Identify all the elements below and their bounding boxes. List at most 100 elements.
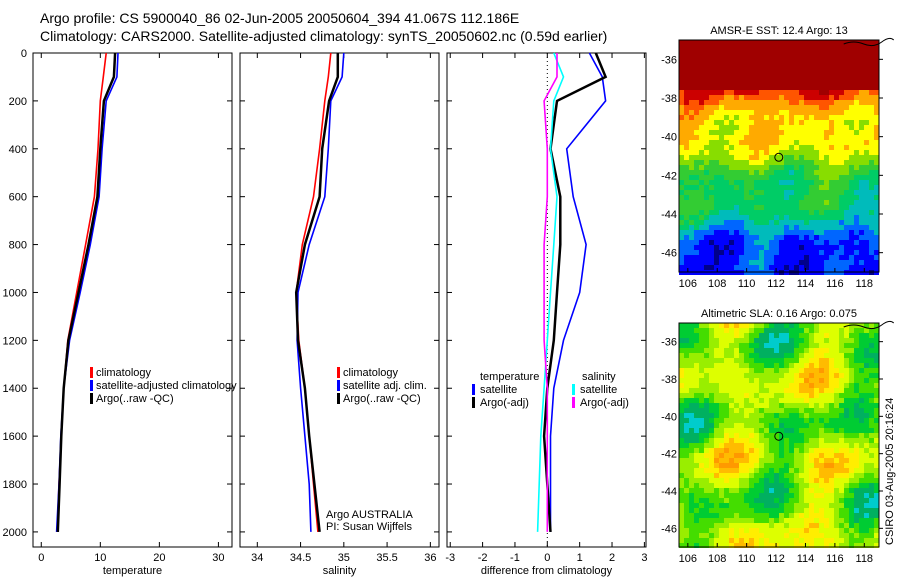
map-cell [779, 135, 784, 140]
map-cell [739, 473, 744, 478]
map-cell [839, 368, 844, 373]
map-cell [854, 70, 859, 75]
map-cell [684, 443, 689, 448]
map-cell [814, 518, 819, 523]
map-cell [854, 200, 859, 205]
map-cell [679, 150, 684, 155]
map-cell [824, 543, 829, 548]
map-cell [844, 185, 849, 190]
map-cell [844, 408, 849, 413]
map-cell [784, 135, 789, 140]
map-cell [709, 428, 714, 433]
map-cell [709, 180, 714, 185]
map-cell [779, 115, 784, 120]
map-cell [774, 358, 779, 363]
map-cell [789, 220, 794, 225]
map-cell [819, 260, 824, 265]
map-cell [804, 378, 809, 383]
map-cell [834, 478, 839, 483]
map-cell [809, 458, 814, 463]
map-cell [849, 140, 854, 145]
map-cell [859, 543, 864, 548]
map-cell [739, 190, 744, 195]
map-cell [874, 255, 879, 260]
map-cell [709, 323, 714, 328]
map-cell [854, 210, 859, 215]
map-cell [849, 125, 854, 130]
map-cell [814, 338, 819, 343]
map-lon-label: 112 [767, 553, 785, 565]
map-cell [759, 453, 764, 458]
map-cell [864, 393, 869, 398]
map-cell [684, 115, 689, 120]
map-cell [689, 488, 694, 493]
map-cell [789, 428, 794, 433]
map-cell [704, 40, 709, 45]
map-cell [749, 50, 754, 55]
map-cell [809, 95, 814, 100]
map-cell [689, 255, 694, 260]
map-cell [739, 358, 744, 363]
map-cell [824, 115, 829, 120]
map-cell [864, 190, 869, 195]
map-cell [849, 393, 854, 398]
map-cell [799, 513, 804, 518]
map-cell [839, 90, 844, 95]
map-cell [764, 85, 769, 90]
map-cell [764, 265, 769, 270]
map-cell [694, 458, 699, 463]
map-cell [729, 388, 734, 393]
map-cell [804, 448, 809, 453]
map-cell [724, 170, 729, 175]
map-cell [849, 145, 854, 150]
map-cell [774, 333, 779, 338]
map-cell [704, 90, 709, 95]
map-cell [744, 265, 749, 270]
map-cell [779, 453, 784, 458]
map-cell [769, 418, 774, 423]
map-cell [699, 75, 704, 80]
map-cell [849, 428, 854, 433]
map-cell [724, 423, 729, 428]
map-cell [789, 210, 794, 215]
map-cell [689, 105, 694, 110]
map-cell [704, 175, 709, 180]
map-cell [809, 478, 814, 483]
map-cell [714, 40, 719, 45]
map-cell [789, 75, 794, 80]
map-cell [874, 448, 879, 453]
map-cell [744, 105, 749, 110]
map-cell [729, 503, 734, 508]
map-cell [744, 333, 749, 338]
map-cell [739, 513, 744, 518]
map-cell [699, 245, 704, 250]
map-cell [854, 468, 859, 473]
map-cell [684, 235, 689, 240]
legend-label: satellite [480, 384, 517, 396]
map-cell [679, 348, 684, 353]
map-cell [819, 393, 824, 398]
map-cell [759, 428, 764, 433]
map-cell [874, 220, 879, 225]
map-cell [689, 348, 694, 353]
map-cell [834, 413, 839, 418]
map-cell [834, 90, 839, 95]
map-cell [804, 125, 809, 130]
map-cell [744, 135, 749, 140]
map-cell [844, 393, 849, 398]
map-cell [749, 398, 754, 403]
map-cell [849, 50, 854, 55]
map-cell [869, 165, 874, 170]
map-cell [784, 155, 789, 160]
map-cell [809, 328, 814, 333]
map-cell [794, 453, 799, 458]
map-cell [829, 175, 834, 180]
map-cell [774, 225, 779, 230]
map-cell [804, 110, 809, 115]
map-cell [759, 155, 764, 160]
map-cell [694, 478, 699, 483]
map-cell [874, 185, 879, 190]
map-cell [869, 383, 874, 388]
map-cell [819, 200, 824, 205]
map-cell [724, 55, 729, 60]
